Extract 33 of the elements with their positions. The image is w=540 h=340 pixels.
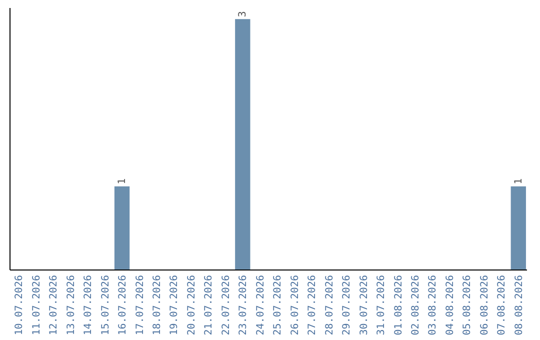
x-tick-label: 17.07.2026 [134, 275, 146, 336]
x-tick-label: 02.08.2026 [410, 275, 422, 336]
x-tick-label: 27.07.2026 [307, 275, 318, 336]
x-tick-label: 11.07.2026 [31, 275, 42, 336]
x-tick-label: 16.07.2026 [118, 275, 129, 336]
x-tick-label: 22.07.2026 [220, 275, 232, 336]
x-tick-label: 26.07.2026 [290, 275, 301, 336]
x-tick-label: 13.07.2026 [66, 275, 77, 336]
x-tick-label: 14.07.2026 [83, 275, 94, 336]
x-tick-label: 19.07.2026 [169, 275, 180, 336]
x-tick-label: 24.07.2026 [255, 275, 266, 336]
x-tick-label: 12.07.2026 [48, 275, 60, 336]
x-tick-label: 10.07.2026 [14, 275, 26, 336]
x-tick-label: 03.08.2026 [428, 275, 439, 336]
x-tick-label: 08.08.2026 [514, 275, 525, 336]
x-tick-label: 15.07.2026 [100, 275, 112, 336]
x-tick-label: 21.07.2026 [204, 275, 215, 336]
x-tick-label: 28.07.2026 [324, 275, 336, 336]
x-tick-label: 05.08.2026 [462, 275, 474, 336]
x-tick-label: 25.07.2026 [272, 275, 284, 336]
x-tick-label: 04.08.2026 [444, 275, 456, 336]
x-tick-label: 18.07.2026 [152, 275, 163, 336]
data-label: 1 [117, 178, 128, 184]
x-tick-label: 29.07.2026 [342, 275, 353, 336]
x-tick-label: 07.08.2026 [496, 275, 508, 336]
x-tick-label: 23.07.2026 [238, 275, 250, 336]
x-tick-label: 01.08.2026 [393, 275, 404, 336]
data-label: 3 [238, 11, 249, 18]
x-tick-label: 31.07.2026 [376, 275, 388, 336]
x-tick-label: 30.07.2026 [358, 275, 370, 336]
x-tick-label: 20.07.2026 [186, 275, 198, 336]
x-tick-label: 06.08.2026 [479, 275, 490, 336]
data-label: 1 [513, 178, 524, 184]
